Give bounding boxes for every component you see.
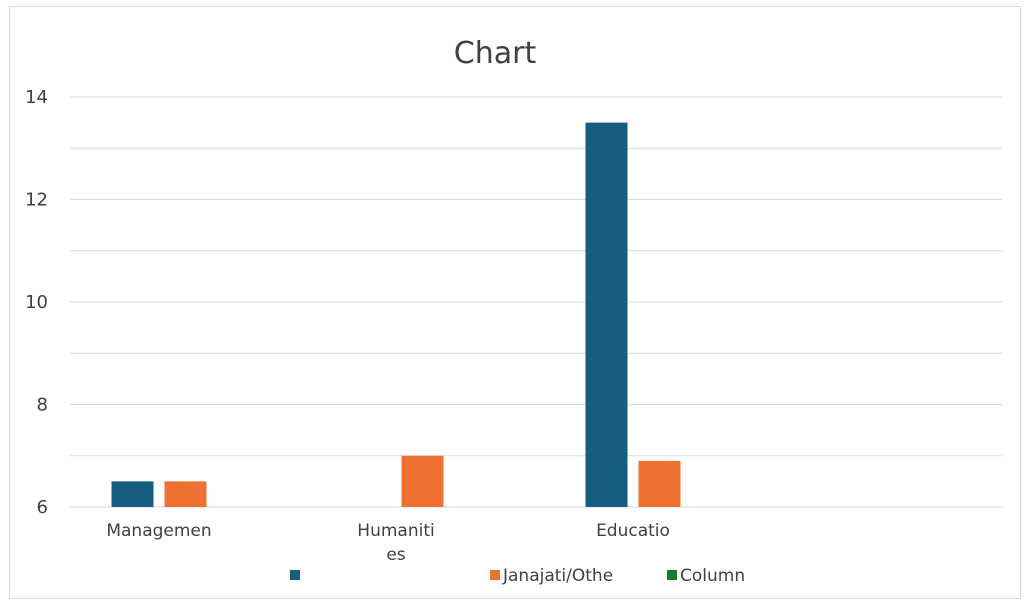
legend-swatch — [290, 570, 300, 580]
x-tick-label: Managemen — [106, 521, 211, 541]
bar — [638, 460, 681, 507]
bar-chart: Chart 6 8 10 12 14 Managemen Humaniti es Educat… — [25, 36, 1003, 586]
bar — [111, 481, 154, 507]
x-tick-label: Educatio — [596, 521, 670, 541]
y-tick-label: 10 — [25, 292, 48, 313]
chart-frame: Chart 6 8 10 12 14 Managemen Humaniti es Educat… — [9, 6, 1021, 599]
y-tick-label: 6 — [37, 497, 48, 518]
legend-label: Column — [680, 566, 745, 586]
y-axis-ticks: 6 8 10 12 14 — [25, 87, 48, 518]
legend-swatch — [667, 570, 677, 580]
y-tick-label: 14 — [25, 87, 48, 108]
chart-title: Chart — [454, 36, 537, 71]
bars — [111, 122, 681, 507]
legend: Janajati/Othe Column — [290, 566, 745, 586]
x-tick-label: Humaniti es — [357, 521, 434, 565]
gridlines — [70, 96, 1003, 508]
legend-swatch — [490, 570, 500, 580]
legend-label: Janajati/Othe — [502, 566, 613, 586]
bar — [401, 455, 444, 507]
y-tick-label: 8 — [37, 395, 48, 416]
bar — [585, 122, 628, 507]
y-tick-label: 12 — [25, 190, 48, 211]
bar — [164, 481, 207, 507]
x-axis-ticks: Managemen Humaniti es Educatio — [106, 521, 670, 565]
